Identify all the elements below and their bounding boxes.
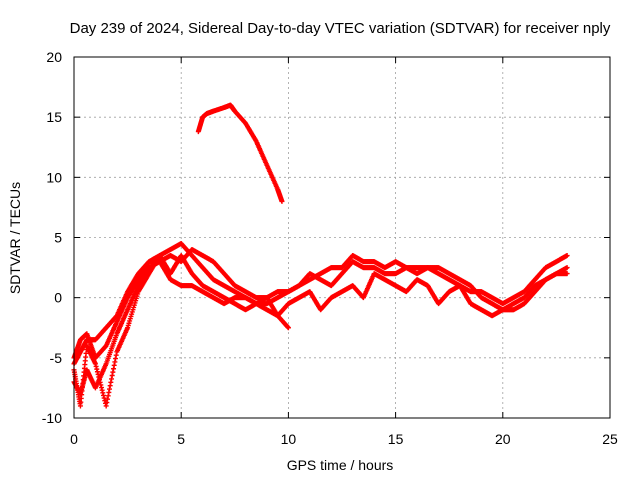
x-tick-label: 5 — [177, 431, 185, 447]
data-point — [564, 253, 570, 259]
x-tick-label: 20 — [495, 431, 511, 447]
y-tick-label: -10 — [42, 410, 62, 426]
y-tick-label: 5 — [54, 230, 62, 246]
y-axis-label: SDTVAR / TECUs — [7, 182, 23, 294]
series-trace-5 — [195, 102, 285, 204]
x-axis-label: GPS time / hours — [287, 457, 394, 473]
y-tick-label: 15 — [46, 109, 62, 125]
plot-frame — [73, 56, 611, 419]
axis-ticks: 0 5 10 15 20 25 -10 -5 0 5 10 15 20 — [42, 49, 618, 447]
y-tick-label: 10 — [46, 169, 62, 185]
grid-lines — [74, 57, 610, 418]
x-tick-label: 15 — [388, 431, 404, 447]
data-point — [564, 265, 570, 271]
y-tick-label: -5 — [50, 350, 63, 366]
data-point — [279, 198, 285, 204]
y-tick-label: 0 — [54, 290, 62, 306]
x-tick-label: 10 — [281, 431, 297, 447]
data-point — [564, 271, 570, 277]
chart-title: Day 239 of 2024, Sidereal Day-to-day VTE… — [70, 20, 611, 37]
series-trace-4 — [71, 259, 291, 361]
data-point — [285, 325, 291, 331]
data-points — [71, 102, 570, 409]
x-tick-label: 25 — [602, 431, 618, 447]
y-tick-label: 20 — [46, 49, 62, 65]
x-tick-label: 0 — [70, 431, 78, 447]
